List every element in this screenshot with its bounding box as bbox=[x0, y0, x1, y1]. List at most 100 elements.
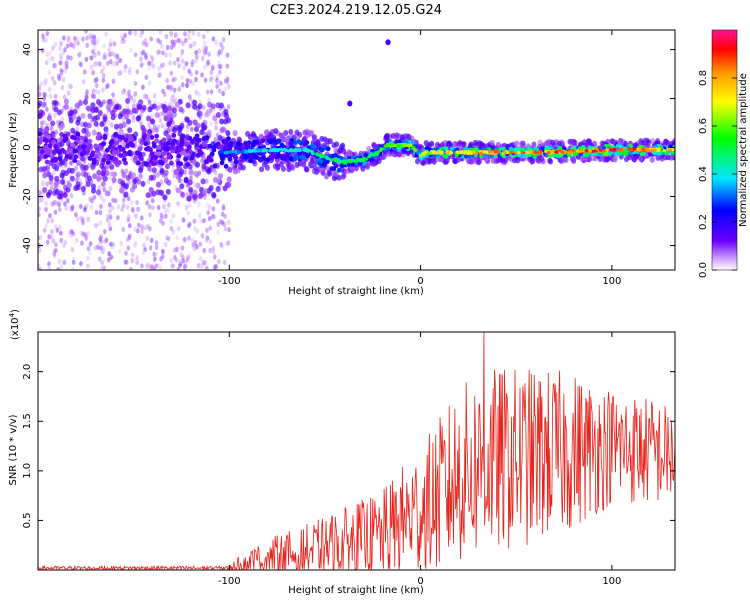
spectrogram-cell bbox=[333, 171, 339, 178]
spectrogram-cell bbox=[248, 149, 253, 153]
spectrogram-cell bbox=[631, 156, 637, 163]
spectrogram-cell bbox=[188, 78, 193, 85]
spectrogram-cell bbox=[171, 132, 177, 138]
spectrogram-cell bbox=[166, 179, 172, 186]
spectrogram-cell bbox=[192, 103, 198, 110]
spectrogram-cell bbox=[191, 30, 196, 36]
spectrogram-cell bbox=[119, 240, 123, 246]
spectrogram-cell bbox=[223, 226, 228, 232]
spectrogram-cell bbox=[168, 52, 172, 58]
spectrogram-cell bbox=[205, 265, 209, 270]
spectrogram-cell bbox=[152, 266, 156, 270]
spectrogram-cell bbox=[208, 76, 213, 83]
spectrogram-cell bbox=[166, 154, 172, 160]
spectrogram-cell bbox=[170, 39, 175, 45]
spectrogram-cell bbox=[45, 52, 49, 58]
spectrogram-cell bbox=[468, 158, 474, 165]
spectrogram-cell bbox=[95, 37, 100, 43]
bottom-x-axis-label: Height of straight line (km) bbox=[288, 585, 424, 596]
spectrogram-cell bbox=[84, 146, 90, 152]
spectrogram-cell bbox=[127, 222, 132, 229]
spectrogram-cell bbox=[59, 237, 64, 243]
spectrogram-cell bbox=[652, 148, 657, 152]
spectrogram-cell bbox=[176, 246, 181, 252]
spectrogram-cell bbox=[282, 155, 288, 161]
spectrogram-cell bbox=[221, 205, 226, 211]
spectrogram-cell bbox=[123, 259, 128, 265]
spectrogram-cell bbox=[197, 91, 201, 97]
spectrogram-cell bbox=[350, 158, 355, 162]
spectrogram-cell bbox=[125, 204, 130, 210]
spectrogram-cell bbox=[489, 139, 495, 146]
spectrogram-cell bbox=[656, 147, 661, 151]
spectrogram-cell bbox=[139, 120, 143, 127]
spectrogram-cell bbox=[58, 45, 62, 52]
spectrogram-cell bbox=[66, 90, 71, 96]
spectrogram-cell bbox=[206, 168, 212, 175]
spectrogram-cell bbox=[179, 122, 185, 129]
spectrogram-cell bbox=[184, 116, 190, 123]
spectrogram-cell bbox=[207, 215, 212, 222]
spectrogram-cell bbox=[194, 141, 200, 148]
spectrogram-cell bbox=[42, 119, 47, 125]
spectrogram-cell bbox=[225, 63, 230, 69]
top-panel: -100 0 100 -40 -20 0 20 40 Height of straight l… bbox=[8, 29, 676, 297]
spectrogram-cell bbox=[121, 121, 127, 128]
spectrogram-cell bbox=[83, 171, 89, 178]
spectrogram-cell bbox=[46, 218, 50, 224]
spectrogram-cell bbox=[205, 227, 209, 233]
spectrogram-cell bbox=[124, 168, 129, 174]
spectrogram-cell bbox=[98, 209, 103, 216]
spectrogram-cell bbox=[223, 118, 229, 125]
spectrogram-cell bbox=[126, 236, 130, 242]
spectrogram-cell bbox=[45, 181, 49, 187]
spectrogram-cell bbox=[54, 162, 60, 169]
spectrogram-cell bbox=[127, 127, 133, 134]
colorbar-tick-label: 0.6 bbox=[698, 118, 709, 134]
spectrogram-cell bbox=[48, 174, 54, 181]
spectrogram-cell bbox=[69, 175, 75, 182]
spectrogram-cell bbox=[443, 146, 449, 152]
figure-title: C2E3.2024.219.12.05.G24 bbox=[270, 3, 442, 18]
spectrogram-cell bbox=[107, 47, 112, 53]
spectrogram-cell bbox=[40, 149, 45, 155]
spectrogram-cell bbox=[379, 147, 384, 151]
spectrogram-cell bbox=[179, 183, 185, 190]
spectrogram-cell bbox=[62, 192, 68, 199]
spectrogram-cell bbox=[69, 160, 73, 166]
spectrogram-cell bbox=[211, 192, 217, 199]
spectrogram-cell bbox=[51, 238, 56, 244]
spectrogram-cell bbox=[86, 255, 90, 261]
spectrogram-cell bbox=[314, 168, 320, 175]
spectrogram-cell bbox=[46, 115, 52, 122]
spectrogram-cell bbox=[110, 114, 116, 121]
spectrogram-cell bbox=[280, 133, 286, 140]
spectrogram-cell bbox=[59, 71, 64, 77]
spectrogram-cell bbox=[173, 39, 177, 45]
spectrogram-cell bbox=[284, 136, 290, 143]
colorbar-gradient bbox=[711, 29, 738, 271]
spectrogram-cell bbox=[79, 61, 83, 68]
spectrogram-cell bbox=[183, 156, 189, 162]
spectrogram-cell bbox=[47, 69, 52, 75]
spectrogram-cell bbox=[102, 116, 108, 123]
spectrogram-cell bbox=[42, 186, 48, 193]
spectrogram-cell bbox=[71, 266, 75, 270]
spectrogram-cell bbox=[38, 206, 41, 212]
spectrogram-cell bbox=[149, 118, 155, 125]
spectrogram-cell bbox=[148, 212, 152, 218]
spectrogram-cell bbox=[59, 122, 65, 129]
spectrogram-cell bbox=[111, 241, 116, 247]
spectrogram-cell bbox=[556, 140, 562, 147]
spectrogram-cell bbox=[236, 136, 242, 143]
spectrogram-cell bbox=[44, 60, 49, 66]
spectrogram-cell bbox=[116, 160, 122, 165]
spectrogram-cell bbox=[44, 126, 50, 133]
spectrogram-cell bbox=[98, 236, 103, 242]
spectrogram-cell bbox=[97, 109, 103, 116]
spectrogram-cell bbox=[59, 40, 63, 47]
spectrogram-cell bbox=[100, 180, 106, 187]
spectrogram-cell bbox=[158, 218, 163, 224]
spectrogram-cell bbox=[54, 175, 60, 182]
spectrogram-cell bbox=[619, 147, 624, 151]
